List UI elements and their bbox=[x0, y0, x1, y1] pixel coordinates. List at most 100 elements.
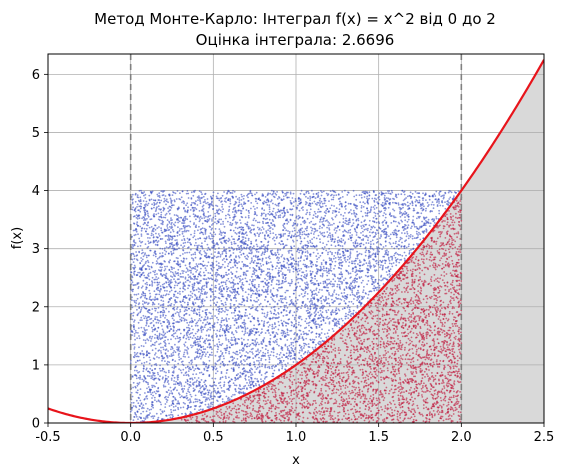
point-above-curve bbox=[272, 299, 275, 302]
point-below-curve bbox=[330, 367, 332, 370]
point-above-curve bbox=[178, 290, 181, 293]
point-below-curve bbox=[345, 364, 348, 367]
point-below-curve bbox=[332, 376, 334, 379]
point-above-curve bbox=[223, 246, 225, 249]
point-above-curve bbox=[323, 300, 326, 303]
point-above-curve bbox=[173, 376, 176, 379]
point-above-curve bbox=[263, 377, 266, 380]
point-below-curve bbox=[339, 392, 342, 395]
point-below-curve bbox=[453, 316, 455, 318]
point-below-curve bbox=[443, 255, 446, 257]
point-above-curve bbox=[174, 405, 177, 407]
point-above-curve bbox=[140, 316, 143, 319]
point-above-curve bbox=[306, 211, 309, 214]
point-above-curve bbox=[349, 252, 352, 255]
point-below-curve bbox=[379, 294, 381, 297]
point-below-curve bbox=[412, 371, 414, 373]
point-above-curve bbox=[165, 250, 168, 253]
point-below-curve bbox=[379, 371, 382, 374]
point-above-curve bbox=[144, 315, 147, 318]
point-below-curve bbox=[314, 399, 317, 402]
point-below-curve bbox=[424, 376, 426, 378]
point-above-curve bbox=[259, 258, 261, 261]
point-above-curve bbox=[357, 289, 359, 292]
point-above-curve bbox=[146, 407, 149, 410]
point-above-curve bbox=[347, 313, 350, 316]
point-above-curve bbox=[338, 211, 340, 214]
point-above-curve bbox=[309, 262, 312, 265]
point-above-curve bbox=[312, 217, 314, 220]
point-above-curve bbox=[140, 260, 143, 262]
point-below-curve bbox=[245, 399, 248, 401]
point-below-curve bbox=[330, 351, 333, 353]
point-above-curve bbox=[183, 239, 186, 242]
point-above-curve bbox=[255, 368, 258, 370]
point-above-curve bbox=[190, 395, 193, 398]
point-above-curve bbox=[212, 235, 215, 238]
point-above-curve bbox=[350, 312, 353, 315]
point-below-curve bbox=[365, 379, 367, 382]
point-below-curve bbox=[203, 417, 206, 420]
point-above-curve bbox=[219, 238, 221, 240]
point-above-curve bbox=[255, 354, 258, 356]
point-above-curve bbox=[201, 193, 203, 196]
point-above-curve bbox=[291, 314, 294, 317]
point-below-curve bbox=[443, 385, 445, 387]
point-above-curve bbox=[367, 239, 369, 242]
point-above-curve bbox=[154, 352, 157, 354]
point-below-curve bbox=[404, 310, 407, 312]
point-above-curve bbox=[194, 332, 197, 335]
point-below-curve bbox=[301, 390, 303, 392]
point-above-curve bbox=[247, 384, 250, 387]
point-below-curve bbox=[442, 403, 445, 406]
point-above-curve bbox=[186, 396, 189, 399]
point-above-curve bbox=[335, 194, 338, 197]
point-above-curve bbox=[139, 388, 142, 390]
point-below-curve bbox=[353, 400, 356, 403]
point-below-curve bbox=[383, 382, 386, 385]
point-above-curve bbox=[292, 267, 295, 270]
point-above-curve bbox=[331, 233, 334, 236]
point-above-curve bbox=[221, 390, 224, 392]
point-above-curve bbox=[173, 267, 175, 270]
point-below-curve bbox=[426, 362, 428, 365]
point-below-curve bbox=[431, 364, 434, 367]
point-above-curve bbox=[240, 360, 243, 362]
point-below-curve bbox=[267, 399, 269, 401]
point-below-curve bbox=[399, 318, 402, 321]
point-above-curve bbox=[353, 203, 355, 206]
point-below-curve bbox=[399, 355, 402, 357]
point-below-curve bbox=[292, 375, 295, 377]
point-above-curve bbox=[306, 351, 309, 354]
point-above-curve bbox=[367, 236, 370, 239]
point-below-curve bbox=[447, 373, 450, 376]
point-below-curve bbox=[445, 273, 448, 275]
point-above-curve bbox=[251, 315, 254, 318]
point-below-curve bbox=[268, 409, 270, 412]
point-above-curve bbox=[277, 253, 280, 256]
point-above-curve bbox=[291, 280, 293, 283]
point-above-curve bbox=[146, 387, 148, 390]
point-above-curve bbox=[352, 279, 355, 282]
point-above-curve bbox=[313, 293, 316, 296]
point-above-curve bbox=[145, 254, 148, 257]
point-above-curve bbox=[235, 384, 238, 387]
point-above-curve bbox=[307, 252, 309, 254]
point-below-curve bbox=[430, 348, 433, 351]
point-below-curve bbox=[417, 259, 420, 262]
point-below-curve bbox=[423, 391, 425, 393]
point-above-curve bbox=[193, 369, 196, 372]
point-above-curve bbox=[351, 285, 353, 288]
point-above-curve bbox=[186, 209, 189, 212]
point-above-curve bbox=[254, 383, 257, 385]
point-above-curve bbox=[343, 292, 346, 294]
point-above-curve bbox=[281, 267, 283, 270]
point-above-curve bbox=[208, 235, 210, 238]
point-below-curve bbox=[356, 395, 359, 398]
point-above-curve bbox=[231, 211, 234, 213]
point-above-curve bbox=[131, 199, 134, 201]
point-above-curve bbox=[381, 259, 384, 262]
point-above-curve bbox=[155, 392, 157, 395]
point-above-curve bbox=[304, 320, 307, 323]
point-above-curve bbox=[210, 268, 213, 271]
